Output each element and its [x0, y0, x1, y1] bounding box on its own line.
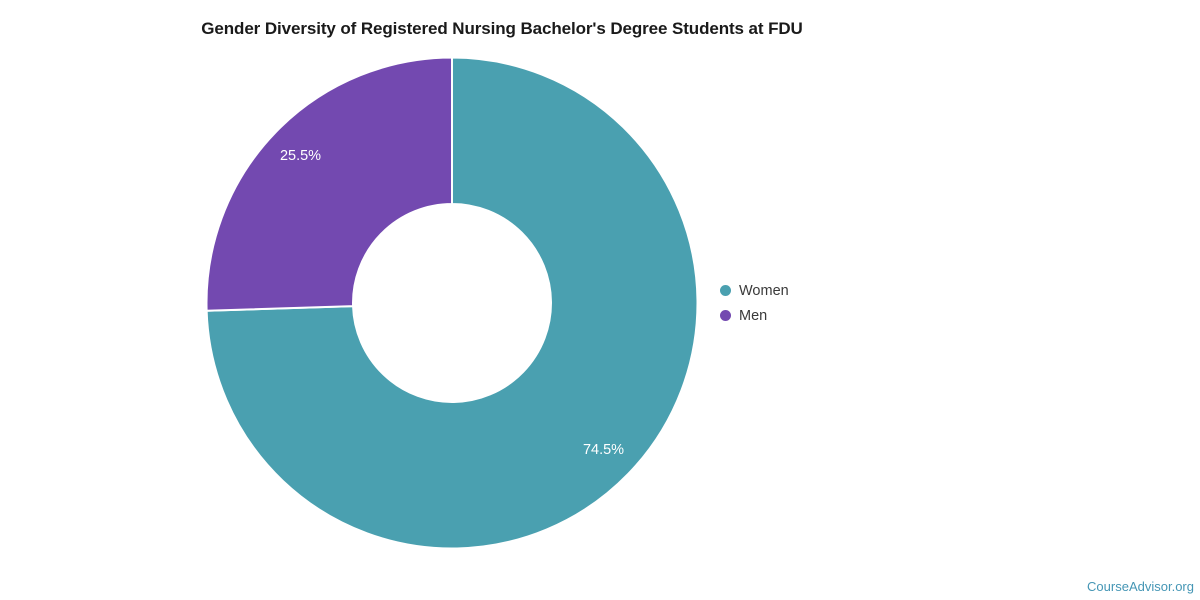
- slice-label-men: 25.5%: [280, 148, 321, 164]
- donut-slices: [205, 56, 699, 550]
- legend-item-women[interactable]: Women: [720, 278, 789, 303]
- legend-item-men[interactable]: Men: [720, 303, 789, 328]
- legend-label-men: Men: [739, 307, 768, 324]
- slice-women[interactable]: [205, 56, 699, 550]
- slice-men[interactable]: [205, 56, 453, 312]
- slice-label-women: 74.5%: [583, 442, 624, 458]
- legend-label-women: Women: [739, 282, 789, 299]
- chart-title: Gender Diversity of Registered Nursing B…: [201, 19, 803, 38]
- donut-slice-labels: 74.5% 25.5%: [280, 148, 624, 458]
- legend-swatch-women-icon: [720, 285, 731, 296]
- courseadvisor-attribution-link[interactable]: CourseAdvisor.org: [1087, 579, 1194, 594]
- chart-legend: Women Men: [720, 278, 789, 328]
- legend-swatch-men-icon: [720, 310, 731, 321]
